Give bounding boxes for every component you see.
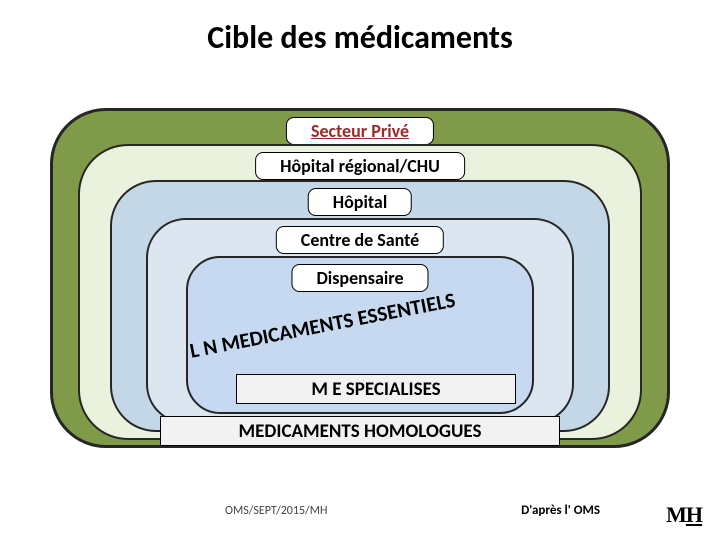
logo-h: H	[686, 502, 702, 527]
layer-label-4: Dispensaire	[291, 264, 428, 292]
logo-m: M	[666, 502, 686, 527]
footer-ref-right: D'après l' OMS	[521, 503, 600, 518]
layer-label-1: Hôpital régional/CHU	[255, 152, 465, 180]
layer-label-3: Centre de Santé	[276, 226, 444, 254]
band-specialises: M E SPECIALISES	[236, 374, 516, 404]
nested-diagram: Secteur Privé Hôpital régional/CHU Hôpital…	[50, 108, 670, 448]
band-homologues: MEDICAMENTS HOMOLOGUES	[160, 416, 560, 446]
footer-ref-left: OMS/SEPT/2015/MH	[225, 504, 327, 518]
layer-label-0: Secteur Privé	[286, 117, 434, 145]
logo-mh: MH	[666, 502, 702, 528]
slide-title: Cible des médicaments	[0, 18, 720, 57]
slide: Cible des médicaments Secteur Privé Hôpit…	[0, 0, 720, 540]
layer-label-2: Hôpital	[308, 188, 412, 216]
